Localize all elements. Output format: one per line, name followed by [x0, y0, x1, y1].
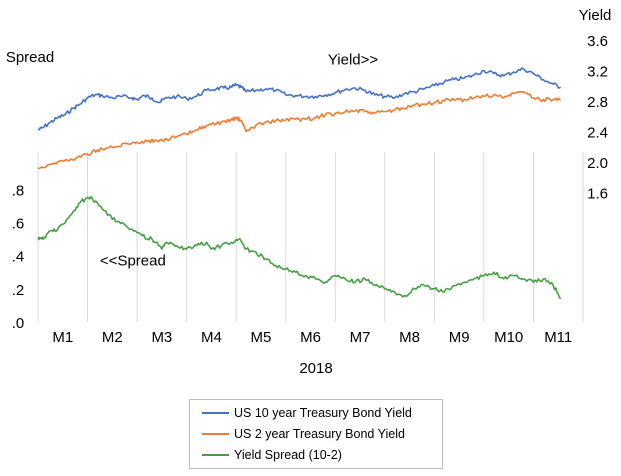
series-line: [37, 195, 562, 300]
legend-swatch-2y: [202, 433, 229, 435]
right-tick-label: 2.8: [587, 94, 608, 111]
vertical-gridlines: [37, 152, 584, 322]
series-line: [37, 90, 561, 170]
right-tick-label: 3.2: [587, 63, 608, 80]
x-tick-label: M11: [544, 329, 572, 346]
x-tick-label: M3: [151, 329, 172, 346]
legend-item-2y: US 2 year Treasury Bond Yield: [202, 425, 405, 443]
annotations: Yield>> <<Spread: [100, 51, 378, 269]
left-tick-label: .0: [12, 315, 25, 332]
legend-item-spread: Yield Spread (10-2): [202, 446, 342, 464]
x-tick-label: M6: [300, 329, 321, 346]
left-tick-labels: .0 .2 .4 .6 .8: [12, 182, 25, 332]
right-tick-label: 2.4: [587, 124, 608, 141]
legend-swatch-spread: [202, 454, 229, 456]
annotation-label: <<Spread: [100, 253, 166, 270]
left-tick-label: .4: [12, 249, 25, 266]
left-tick-label: .6: [12, 215, 25, 232]
right-tick-label: 3.6: [587, 33, 608, 50]
x-tick-label: M1: [52, 329, 73, 346]
right-tick-labels: 1.6 2.0 2.4 2.8 3.2 3.6: [587, 33, 608, 202]
right-tick-label: 1.6: [587, 185, 608, 202]
x-tick-label: M7: [350, 329, 371, 346]
legend-label-2y: US 2 year Treasury Bond Yield: [234, 427, 405, 441]
series-line: [37, 67, 562, 131]
x-tick-label: M8: [399, 329, 420, 346]
x-tick-label: M2: [102, 329, 123, 346]
left-tick-label: .8: [12, 182, 25, 199]
legend: US 10 year Treasury Bond Yield US 2 year…: [189, 399, 443, 469]
x-tick-label: M4: [201, 329, 222, 346]
left-tick-label: .2: [12, 282, 25, 299]
right-tick-label: 2.0: [587, 155, 608, 172]
legend-item-10y: US 10 year Treasury Bond Yield: [202, 404, 412, 422]
x-tick-labels: M1 M2 M3 M4 M5 M6 M7 M8 M9 M10 M11: [52, 329, 572, 346]
x-tick-label: M5: [251, 329, 272, 346]
x-tick-label: M9: [449, 329, 470, 346]
annotation-label: Yield>>: [328, 51, 379, 68]
left-axis-title: Spread: [6, 49, 54, 66]
legend-swatch-10y: [202, 412, 229, 414]
right-axis-title: Yield: [579, 7, 612, 24]
series-lines: [37, 67, 562, 300]
legend-label-10y: US 10 year Treasury Bond Yield: [234, 406, 412, 420]
x-tick-label: M10: [494, 329, 523, 346]
legend-label-spread: Yield Spread (10-2): [234, 448, 342, 462]
x-axis-title: 2018: [299, 360, 332, 377]
